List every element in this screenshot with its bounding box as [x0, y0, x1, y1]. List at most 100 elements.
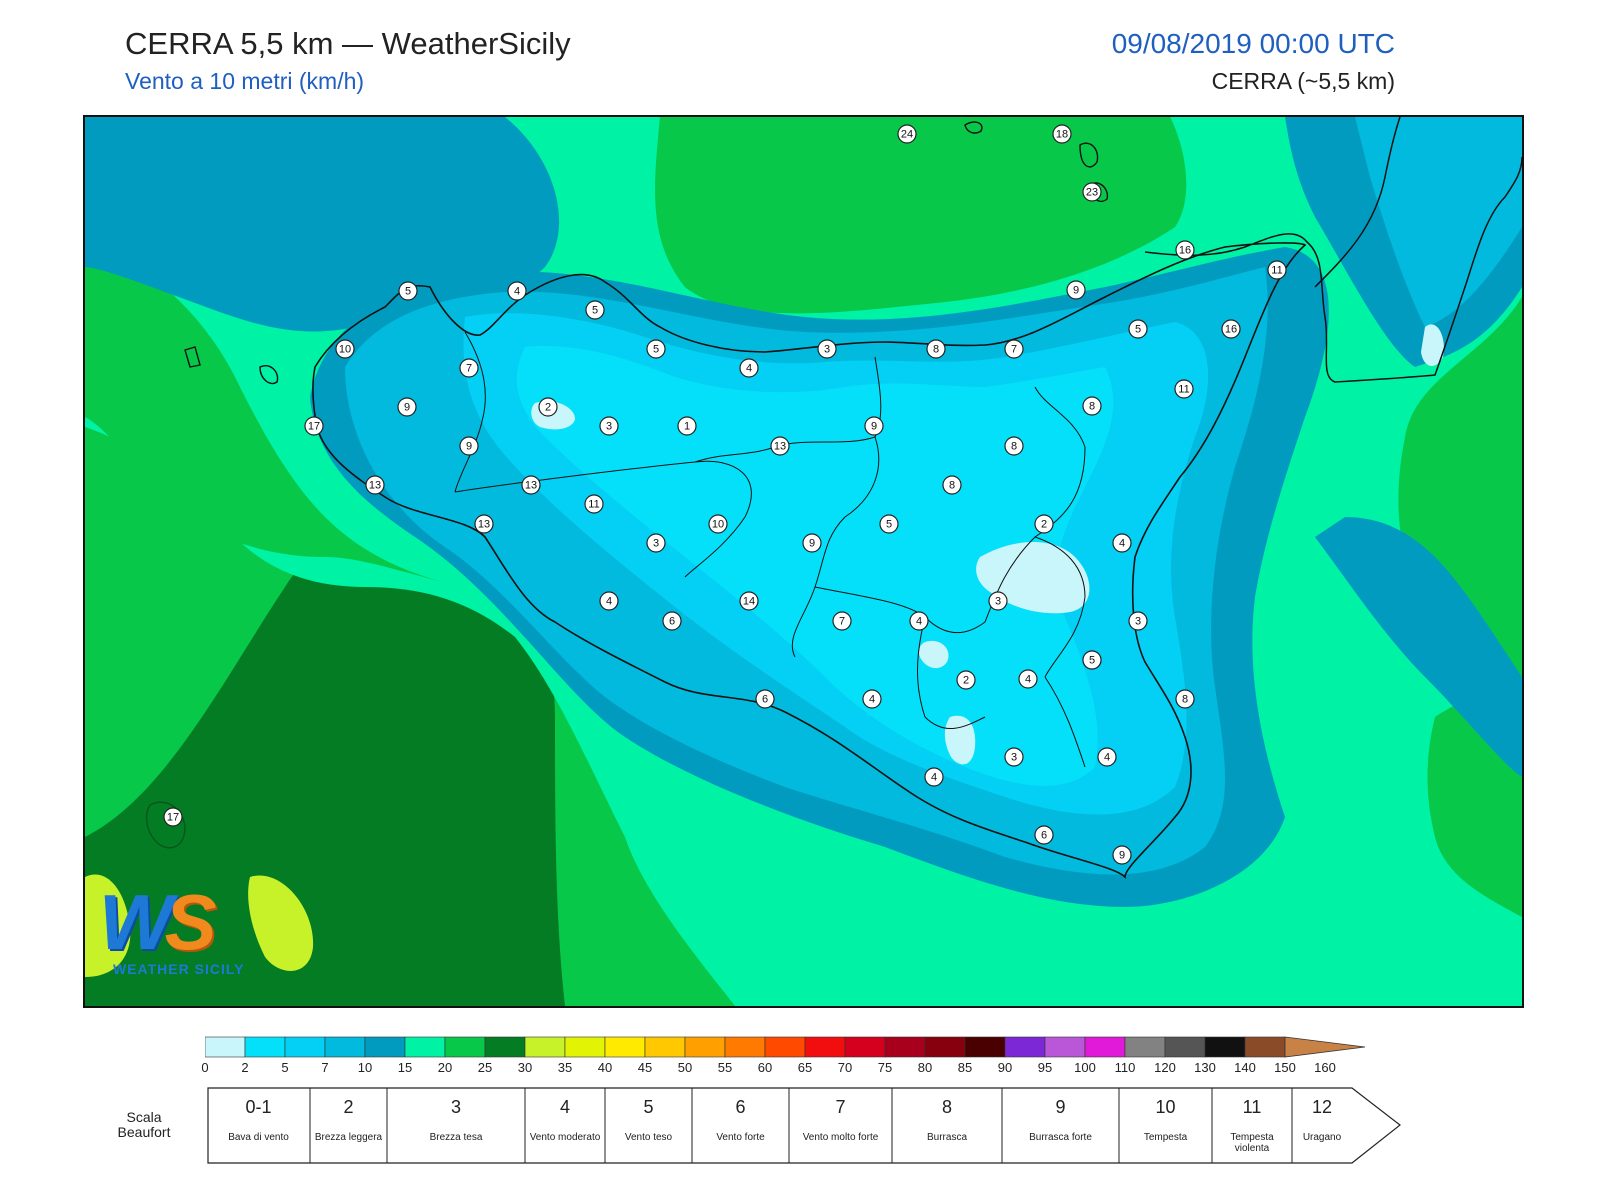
colorbar-tick-label: 35 [557, 1060, 573, 1075]
colorbar-tick-label: 40 [597, 1060, 613, 1075]
wind-speed-value: 14 [743, 596, 755, 608]
colorbar-segment [684, 1036, 726, 1058]
colorbar-segment [244, 1036, 286, 1058]
beaufort-description: Tempesta violenta [1230, 1132, 1274, 1154]
beaufort-number: 10 [1155, 1097, 1176, 1117]
colorbar-tick-label: 55 [717, 1060, 733, 1075]
beaufort-description: Uragano [1302, 1132, 1342, 1143]
beaufort-description: Burrasca forte [1029, 1132, 1092, 1143]
logo-text: WEATHER SICILY [113, 961, 245, 977]
wind-speed-marker: 3 [1128, 611, 1148, 631]
colorbar-tick-label: 5 [281, 1060, 289, 1075]
wind-speed-value: 3 [824, 344, 830, 356]
wind-speed-marker: 5 [1128, 319, 1148, 339]
colorbar-segment [1244, 1036, 1286, 1058]
beaufort-caption: Scala Beaufort [117, 1109, 171, 1140]
wind-speed-marker: 9 [397, 397, 417, 417]
wind-speed-marker: 5 [398, 281, 418, 301]
wind-speed-marker: 18 [1052, 124, 1072, 144]
wind-speed-marker: 5 [879, 514, 899, 534]
wind-speed-value: 8 [1182, 694, 1188, 706]
wind-speed-value: 13 [774, 441, 786, 453]
wind-speed-value: 17 [308, 421, 320, 433]
beaufort-description: Brezza leggera [314, 1132, 383, 1143]
wind-speed-marker: 13 [770, 436, 790, 456]
wind-speed-value: 13 [525, 480, 537, 492]
wind-speed-value: 8 [949, 480, 955, 492]
beaufort-outline [207, 1087, 1401, 1164]
colorbar-segment [444, 1036, 486, 1058]
wind-speed-marker: 9 [459, 436, 479, 456]
wind-speed-marker: 9 [864, 416, 884, 436]
wind-speed-marker: 10 [708, 514, 728, 534]
sicily-coastline [312, 242, 1307, 879]
colorbar-tick-label: 0 [201, 1060, 209, 1075]
wind-speed-value: 8 [933, 344, 939, 356]
beaufort-cell: 8 Burrasca [892, 1087, 1002, 1164]
logo-letter-s: S [164, 878, 217, 966]
colorbar-segment [1204, 1036, 1246, 1058]
beaufort-cell: 6 Vento forte [692, 1087, 789, 1164]
wind-speed-value: 9 [404, 402, 410, 414]
wind-speed-colorbar [205, 1036, 1366, 1058]
colorbar-tick-label: 20 [437, 1060, 453, 1075]
wind-speed-marker: 17 [163, 807, 183, 827]
wind-speed-value: 16 [1225, 324, 1237, 336]
colorbar-segment [764, 1036, 806, 1058]
wind-speed-marker: 9 [1112, 845, 1132, 865]
wind-speed-value: 3 [653, 538, 659, 550]
wind-speed-marker: 8 [1175, 689, 1195, 709]
colorbar-segment [324, 1036, 366, 1058]
beaufort-cell: 2 Brezza leggera [310, 1087, 387, 1164]
wind-speed-value: 4 [916, 616, 922, 628]
colorbar-tick-label: 25 [477, 1060, 493, 1075]
wind-speed-value: 9 [466, 441, 472, 453]
colorbar-tick-label: 90 [997, 1060, 1013, 1075]
wind-speed-marker: 7 [459, 358, 479, 378]
wind-map[interactable]: 24 18 23 16 11 9 16 5 11 8 7 8 4 3 5 5 4 5 10 7 9 17 9 2 3 1 13 9 8 8… [83, 115, 1524, 1008]
wind-speed-value: 3 [606, 421, 612, 433]
wind-speed-marker: 2 [538, 397, 558, 417]
beaufort-cell: 9 Burrasca forte [1002, 1087, 1119, 1164]
wind-speed-marker: 6 [755, 689, 775, 709]
colorbar-tick-label: 60 [757, 1060, 773, 1075]
wind-speed-marker: 2 [1034, 514, 1054, 534]
colorbar-tick-label: 65 [797, 1060, 813, 1075]
colorbar-tick-label: 75 [877, 1060, 893, 1075]
beaufort-description: Vento teso [624, 1132, 673, 1143]
weathersicily-logo: WS WEATHER SICILY [99, 877, 259, 987]
wind-speed-value: 16 [1179, 245, 1191, 257]
wind-speed-value: 18 [1056, 129, 1068, 141]
colorbar-segment [884, 1036, 926, 1058]
wind-speed-marker: 4 [924, 767, 944, 787]
colorbar-segment [1084, 1036, 1126, 1058]
wind-speed-value: 2 [963, 675, 969, 687]
sea-region-green-w [85, 247, 465, 587]
wind-speed-marker: 4 [1018, 669, 1038, 689]
wind-speed-marker: 9 [802, 533, 822, 553]
sea-region-calm-ne [1421, 324, 1444, 367]
wind-speed-value: 5 [1135, 324, 1141, 336]
wind-speed-value: 3 [1011, 752, 1017, 764]
wind-speed-marker: 8 [942, 475, 962, 495]
wind-speed-value: 7 [839, 616, 845, 628]
wind-speed-marker: 4 [739, 358, 759, 378]
beaufort-number: 4 [559, 1097, 570, 1117]
wind-speed-marker: 8 [926, 339, 946, 359]
colorbar-tick-label: 50 [677, 1060, 693, 1075]
wind-speed-marker: 8 [1004, 436, 1024, 456]
colorbar-segment [205, 1036, 246, 1058]
wind-speed-value: 1 [684, 421, 690, 433]
wind-speed-value: 8 [1011, 441, 1017, 453]
wind-speed-marker: 24 [897, 124, 917, 144]
colorbar-tick-label: 45 [637, 1060, 653, 1075]
wind-speed-value: 4 [869, 694, 875, 706]
wind-speed-marker: 6 [1034, 825, 1054, 845]
wind-speed-value: 6 [762, 694, 768, 706]
wind-speed-marker: 13 [365, 475, 385, 495]
wind-speed-marker: 3 [988, 591, 1008, 611]
colorbar-segment [564, 1036, 606, 1058]
beaufort-cell: 4 Vento moderato [525, 1087, 605, 1164]
wind-speed-value: 4 [1119, 538, 1125, 550]
